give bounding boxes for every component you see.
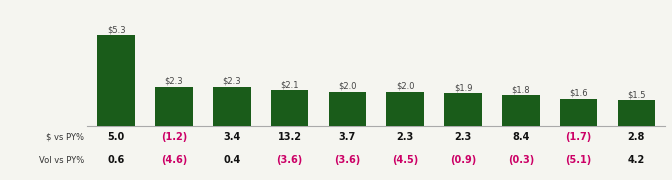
Text: (1.7): (1.7): [565, 132, 592, 142]
Text: $2.3: $2.3: [222, 77, 241, 86]
Text: 0.4: 0.4: [223, 155, 241, 165]
Bar: [329, 92, 366, 126]
Text: (4.6): (4.6): [161, 155, 187, 165]
Bar: [155, 87, 193, 126]
Text: 13.2: 13.2: [278, 132, 302, 142]
Bar: [560, 98, 597, 126]
Bar: [271, 90, 308, 126]
Text: $ vs PY%: $ vs PY%: [46, 132, 84, 141]
Bar: [444, 93, 482, 126]
Text: $1.6: $1.6: [569, 89, 588, 98]
Text: (5.1): (5.1): [565, 155, 592, 165]
Text: Vol vs PY%: Vol vs PY%: [39, 156, 84, 165]
Text: (3.6): (3.6): [334, 155, 361, 165]
Bar: [97, 35, 135, 126]
Text: 2.3: 2.3: [396, 132, 414, 142]
Text: (3.6): (3.6): [276, 155, 303, 165]
Text: $2.0: $2.0: [338, 82, 357, 91]
Text: 2.3: 2.3: [454, 132, 472, 142]
Text: $1.8: $1.8: [511, 85, 530, 94]
Text: 2.8: 2.8: [628, 132, 645, 142]
Text: 8.4: 8.4: [512, 132, 530, 142]
Text: $2.1: $2.1: [280, 80, 299, 89]
Text: 3.7: 3.7: [339, 132, 356, 142]
Bar: [618, 100, 655, 126]
Text: 0.6: 0.6: [108, 155, 125, 165]
Text: 4.2: 4.2: [628, 155, 645, 165]
Text: $1.5: $1.5: [627, 90, 646, 99]
Bar: [386, 92, 424, 126]
Text: 3.4: 3.4: [223, 132, 241, 142]
Text: (0.3): (0.3): [507, 155, 534, 165]
Text: $2.3: $2.3: [165, 77, 183, 86]
Text: $1.9: $1.9: [454, 84, 472, 93]
Text: (1.2): (1.2): [161, 132, 187, 142]
Text: $5.3: $5.3: [107, 25, 126, 34]
Text: 5.0: 5.0: [108, 132, 125, 142]
Bar: [502, 95, 540, 126]
Bar: [213, 87, 251, 126]
Text: $2.0: $2.0: [396, 82, 415, 91]
Text: (4.5): (4.5): [392, 155, 419, 165]
Text: (0.9): (0.9): [450, 155, 476, 165]
